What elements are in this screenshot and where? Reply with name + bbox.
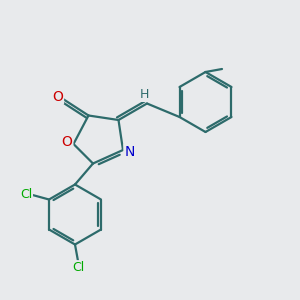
Text: H: H — [139, 88, 149, 101]
Text: Cl: Cl — [72, 261, 84, 274]
Text: O: O — [52, 90, 63, 104]
Text: Cl: Cl — [20, 188, 32, 202]
Text: N: N — [124, 145, 135, 158]
Text: O: O — [61, 136, 72, 149]
